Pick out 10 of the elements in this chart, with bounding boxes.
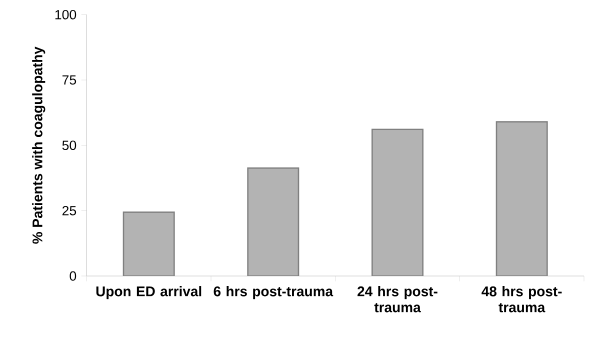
y-tick-label: 100	[55, 10, 76, 20]
y-axis-title: % Patients with coagulopathy	[32, 46, 46, 244]
x-tick-label: 6 hrs post-trauma	[214, 286, 334, 300]
y-tick-label: 25	[62, 206, 76, 216]
y-tick-label: 75	[62, 76, 76, 85]
x-tick-label: 24 hrs post-trauma	[358, 286, 438, 312]
y-tick-label: 0	[70, 271, 76, 281]
x-tick-label: 48 hrs post-trauma	[482, 286, 562, 312]
y-tick-label: 50	[62, 140, 76, 150]
x-tick-label: Upon ED arrival	[96, 286, 202, 300]
